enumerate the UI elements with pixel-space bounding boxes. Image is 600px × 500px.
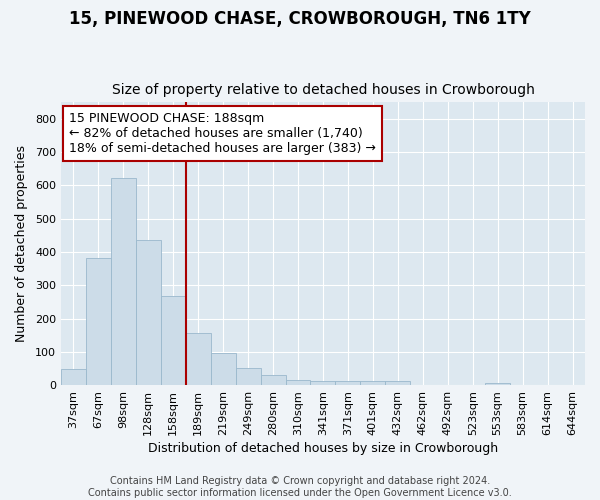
Title: Size of property relative to detached houses in Crowborough: Size of property relative to detached ho… [112, 83, 535, 97]
Bar [61, 370, 86, 385]
Bar [260, 375, 286, 385]
Bar [136, 240, 161, 385]
Bar [236, 368, 260, 385]
Bar [335, 382, 361, 385]
Bar [211, 354, 236, 385]
Bar [485, 384, 510, 385]
Y-axis label: Number of detached properties: Number of detached properties [15, 145, 28, 342]
Bar [186, 332, 211, 385]
Bar [385, 382, 410, 385]
Text: 15, PINEWOOD CHASE, CROWBOROUGH, TN6 1TY: 15, PINEWOOD CHASE, CROWBOROUGH, TN6 1TY [69, 10, 531, 28]
Bar [161, 296, 186, 385]
Bar [361, 380, 385, 385]
Bar [286, 380, 310, 385]
X-axis label: Distribution of detached houses by size in Crowborough: Distribution of detached houses by size … [148, 442, 498, 455]
Bar [111, 178, 136, 385]
Text: Contains HM Land Registry data © Crown copyright and database right 2024.
Contai: Contains HM Land Registry data © Crown c… [88, 476, 512, 498]
Text: 15 PINEWOOD CHASE: 188sqm
← 82% of detached houses are smaller (1,740)
18% of se: 15 PINEWOOD CHASE: 188sqm ← 82% of detac… [69, 112, 376, 155]
Bar [86, 258, 111, 385]
Bar [310, 382, 335, 385]
